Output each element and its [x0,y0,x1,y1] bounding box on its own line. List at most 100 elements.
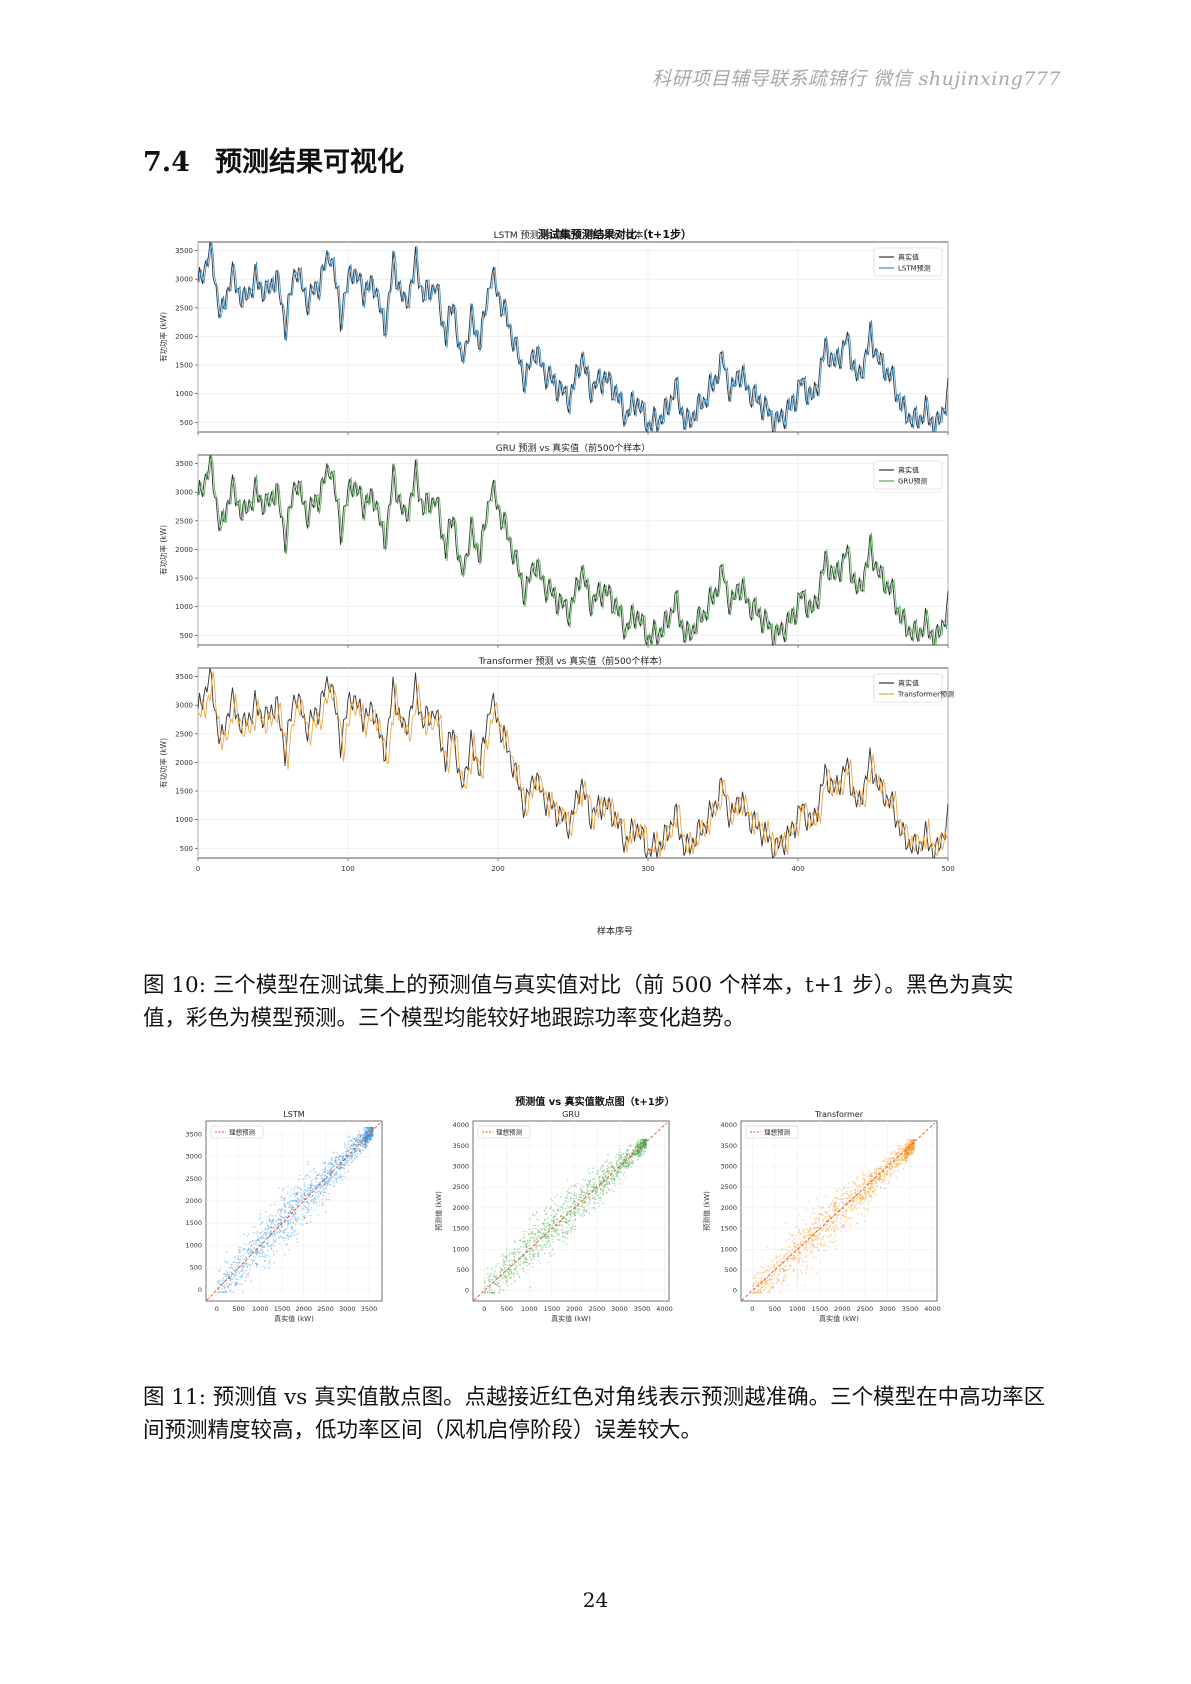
legend-label: Transformer预测 [897,690,954,699]
watermark: 科研项目辅导联系疏锦行 微信 shujinxing777 [652,68,1061,90]
panel-title: GRU 预测 vs 真实值（前500个样本） [496,442,651,454]
legend-label: 真实值 [898,679,919,688]
y-tick-label: 500 [190,1264,202,1272]
legend-box [873,247,943,277]
legend: 理想预测 [210,1125,264,1139]
x-tick-label: 3000 [339,1305,356,1313]
x-tick-label: 500 [501,1305,513,1313]
series-line-prediction [197,670,949,859]
y-tick-label: 2500 [175,730,193,738]
section-title: 预测结果可视化 [215,147,404,178]
y-tick-label: 2000 [186,1197,202,1205]
x-tick-label: 2500 [857,1305,874,1313]
y-tick-label: 3000 [175,489,193,497]
x-tick-label: 2000 [566,1305,583,1313]
scatter-figure: 预测值 vs 真实值散点图（t+1步） LSTM 0 500 1000 1500 2000… [186,1095,941,1323]
figure-10-caption: 图 10: 三个模型在测试集上的预测值与真实值对比（前 500 个样本，t+1 … [143,973,1014,1031]
y-tick-label: 1500 [186,1219,202,1227]
x-tick-label: 3000 [879,1305,896,1313]
y-tick-label: 2500 [452,1183,469,1191]
y-tick-label: 2000 [452,1204,469,1212]
x-tick-label: 0 [215,1305,219,1313]
legend-label: 理想预测 [229,1128,256,1137]
y-tick-label: 2500 [175,517,193,525]
scatter-panel-2: GRU 0 500 1000 1500 2000 2500 3000 3500 4000 0 500 1… [434,1110,673,1323]
y-tick-label: 3000 [186,1153,202,1161]
y-tick-label: 3500 [452,1142,469,1150]
figure-11-suptitle: 预测值 vs 真实值散点图（t+1步） [515,1095,675,1108]
ideal-line [741,1122,936,1301]
y-tick-label: 2000 [720,1204,737,1212]
legend-box [745,1125,799,1139]
scatter-panel-3: Transformer 0 500 1000 1500 2000 2500 3000 3500 4… [702,1110,941,1323]
series-line-true [197,667,949,859]
y-tick-label: 0 [198,1286,202,1294]
y-tick-label: 2500 [720,1183,737,1191]
x-tick-label: 2500 [589,1305,606,1313]
y-tick-label: 500 [457,1266,469,1274]
plot-area [197,454,949,646]
timeseries-panel-2: GRU 预测 vs 真实值（前500个样本） 500 1000 1500 2000 250… [160,442,949,648]
x-tick-label: 0 [196,865,200,873]
figure-10: 测试集预测结果对比（t+1步） 样本序号 LSTM 预测 vs 真实值（前500… [160,222,1035,938]
scatter-panel-1: LSTM 0 500 1000 1500 2000 2500 3000 3500 0 500 1000… [186,1110,383,1323]
y-axis-label: 有功功率 (kW) [160,738,168,788]
x-tick-label: 3500 [361,1305,378,1313]
y-tick-label: 3000 [175,276,193,284]
y-axis-label: 有功功率 (kW) [160,312,168,362]
y-tick-label: 3000 [452,1163,469,1171]
y-tick-label: 3500 [720,1142,737,1150]
y-tick-label: 2000 [175,546,193,554]
x-tick-label: 3500 [634,1305,651,1313]
y-tick-label: 1000 [175,816,193,824]
legend: 真实值 LSTM预测 [873,247,943,277]
figure-11-caption: 图 11: 预测值 vs 真实值散点图。点越接近红色对角线表示预测越准确。三个模… [143,1385,1046,1443]
legend-label: 理想预测 [764,1128,791,1137]
plot-area [197,667,949,859]
plot-area [197,241,949,433]
ideal-line [206,1122,381,1301]
panel-title: LSTM 预测 vs 真实值（前500个样本） [494,229,653,241]
y-tick-label: 500 [180,845,193,853]
y-tick-label: 500 [725,1266,737,1274]
y-tick-label: 3500 [186,1130,202,1138]
panel-title: Transformer 预测 vs 真实值（前500个样本） [478,655,668,667]
y-tick-label: 1000 [452,1245,469,1253]
y-tick-label: 1000 [175,603,193,611]
y-tick-label: 4000 [452,1121,469,1129]
x-tick-label: 500 [232,1305,244,1313]
y-axis-label: 预测值 (kW) [434,1191,443,1231]
x-axis-label: 真实值 (kW) [551,1314,591,1323]
y-tick-label: 3500 [175,673,193,681]
y-tick-label: 3500 [175,247,193,255]
scatter-title: Transformer [814,1110,864,1119]
y-tick-label: 1000 [720,1245,737,1253]
y-tick-label: 1500 [452,1225,469,1233]
y-axis-label: 有功功率 (kW) [160,525,168,575]
y-tick-label: 1000 [175,390,193,398]
legend-label: 真实值 [898,253,919,262]
y-tick-label: 500 [180,419,193,427]
y-tick-label: 1500 [720,1225,737,1233]
legend-box [210,1125,264,1139]
y-tick-label: 1000 [186,1241,202,1249]
x-tick-label: 1000 [252,1305,269,1313]
x-tick-label: 2000 [834,1305,851,1313]
y-tick-label: 2000 [175,333,193,341]
x-tick-label: 500 [941,865,954,873]
legend: 真实值 Transformer预测 [873,673,954,703]
y-tick-label: 3000 [175,702,193,710]
timeseries-figure: 测试集预测结果对比（t+1步） 样本序号 LSTM 预测 vs 真实值（前500… [160,227,955,937]
legend-label: 理想预测 [496,1128,523,1137]
x-tick-label: 3500 [902,1305,919,1313]
legend: 理想预测 [477,1125,531,1139]
y-tick-label: 1500 [175,575,193,583]
y-tick-label: 3500 [175,460,193,468]
legend-box [477,1125,531,1139]
x-axis-label: 真实值 (kW) [274,1314,314,1323]
ideal-line [473,1122,668,1301]
y-tick-label: 500 [180,632,193,640]
x-tick-label: 300 [641,865,654,873]
x-tick-label: 4000 [924,1305,941,1313]
legend-box [873,460,943,490]
